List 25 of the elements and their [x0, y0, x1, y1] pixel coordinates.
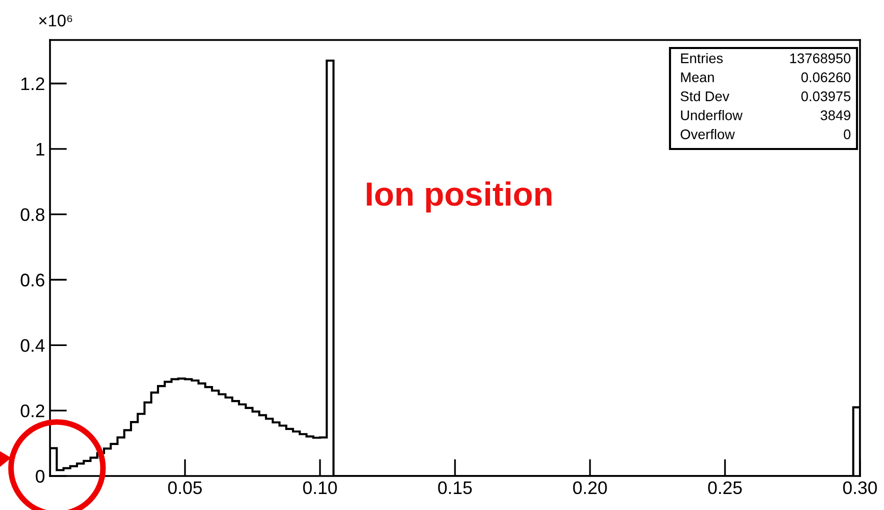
annotation: Underflow — [681, 110, 743, 120]
y-tick-label: 0.6 — [20, 274, 44, 286]
annotation: 0 — [844, 129, 850, 140]
annotation: 3849 — [820, 110, 850, 120]
annotation: 0.03975 — [801, 91, 850, 102]
annotation: Overflow — [680, 129, 735, 140]
x-tick-label: 0.10 — [303, 481, 337, 494]
y-tick-label: 0 — [36, 470, 44, 483]
annotation: 0.06260 — [801, 72, 850, 82]
y-tick-label: 0.4 — [20, 339, 45, 352]
x-tick-label: 0.15 — [438, 481, 472, 494]
annotation: Ion position — [366, 181, 552, 212]
y-tick-label: 1.2 — [21, 77, 44, 90]
annotation: Std Dev — [680, 91, 730, 102]
annotation: Entries — [681, 53, 723, 64]
x-tick-label: 0.05 — [168, 481, 202, 494]
text: ×10⁶ — [39, 14, 72, 26]
y-tick-label: 0.2 — [20, 404, 44, 418]
y-tick-label: 1 — [36, 143, 44, 156]
annotation: Mean — [681, 72, 714, 82]
y-tick-label: 0.8 — [20, 208, 44, 222]
annotation: 13768950 — [790, 53, 850, 64]
x-tick-label: 0.25 — [708, 481, 742, 494]
x-tick-label: 0.20 — [573, 481, 607, 494]
x-tick-label: 0.30 — [843, 481, 877, 494]
